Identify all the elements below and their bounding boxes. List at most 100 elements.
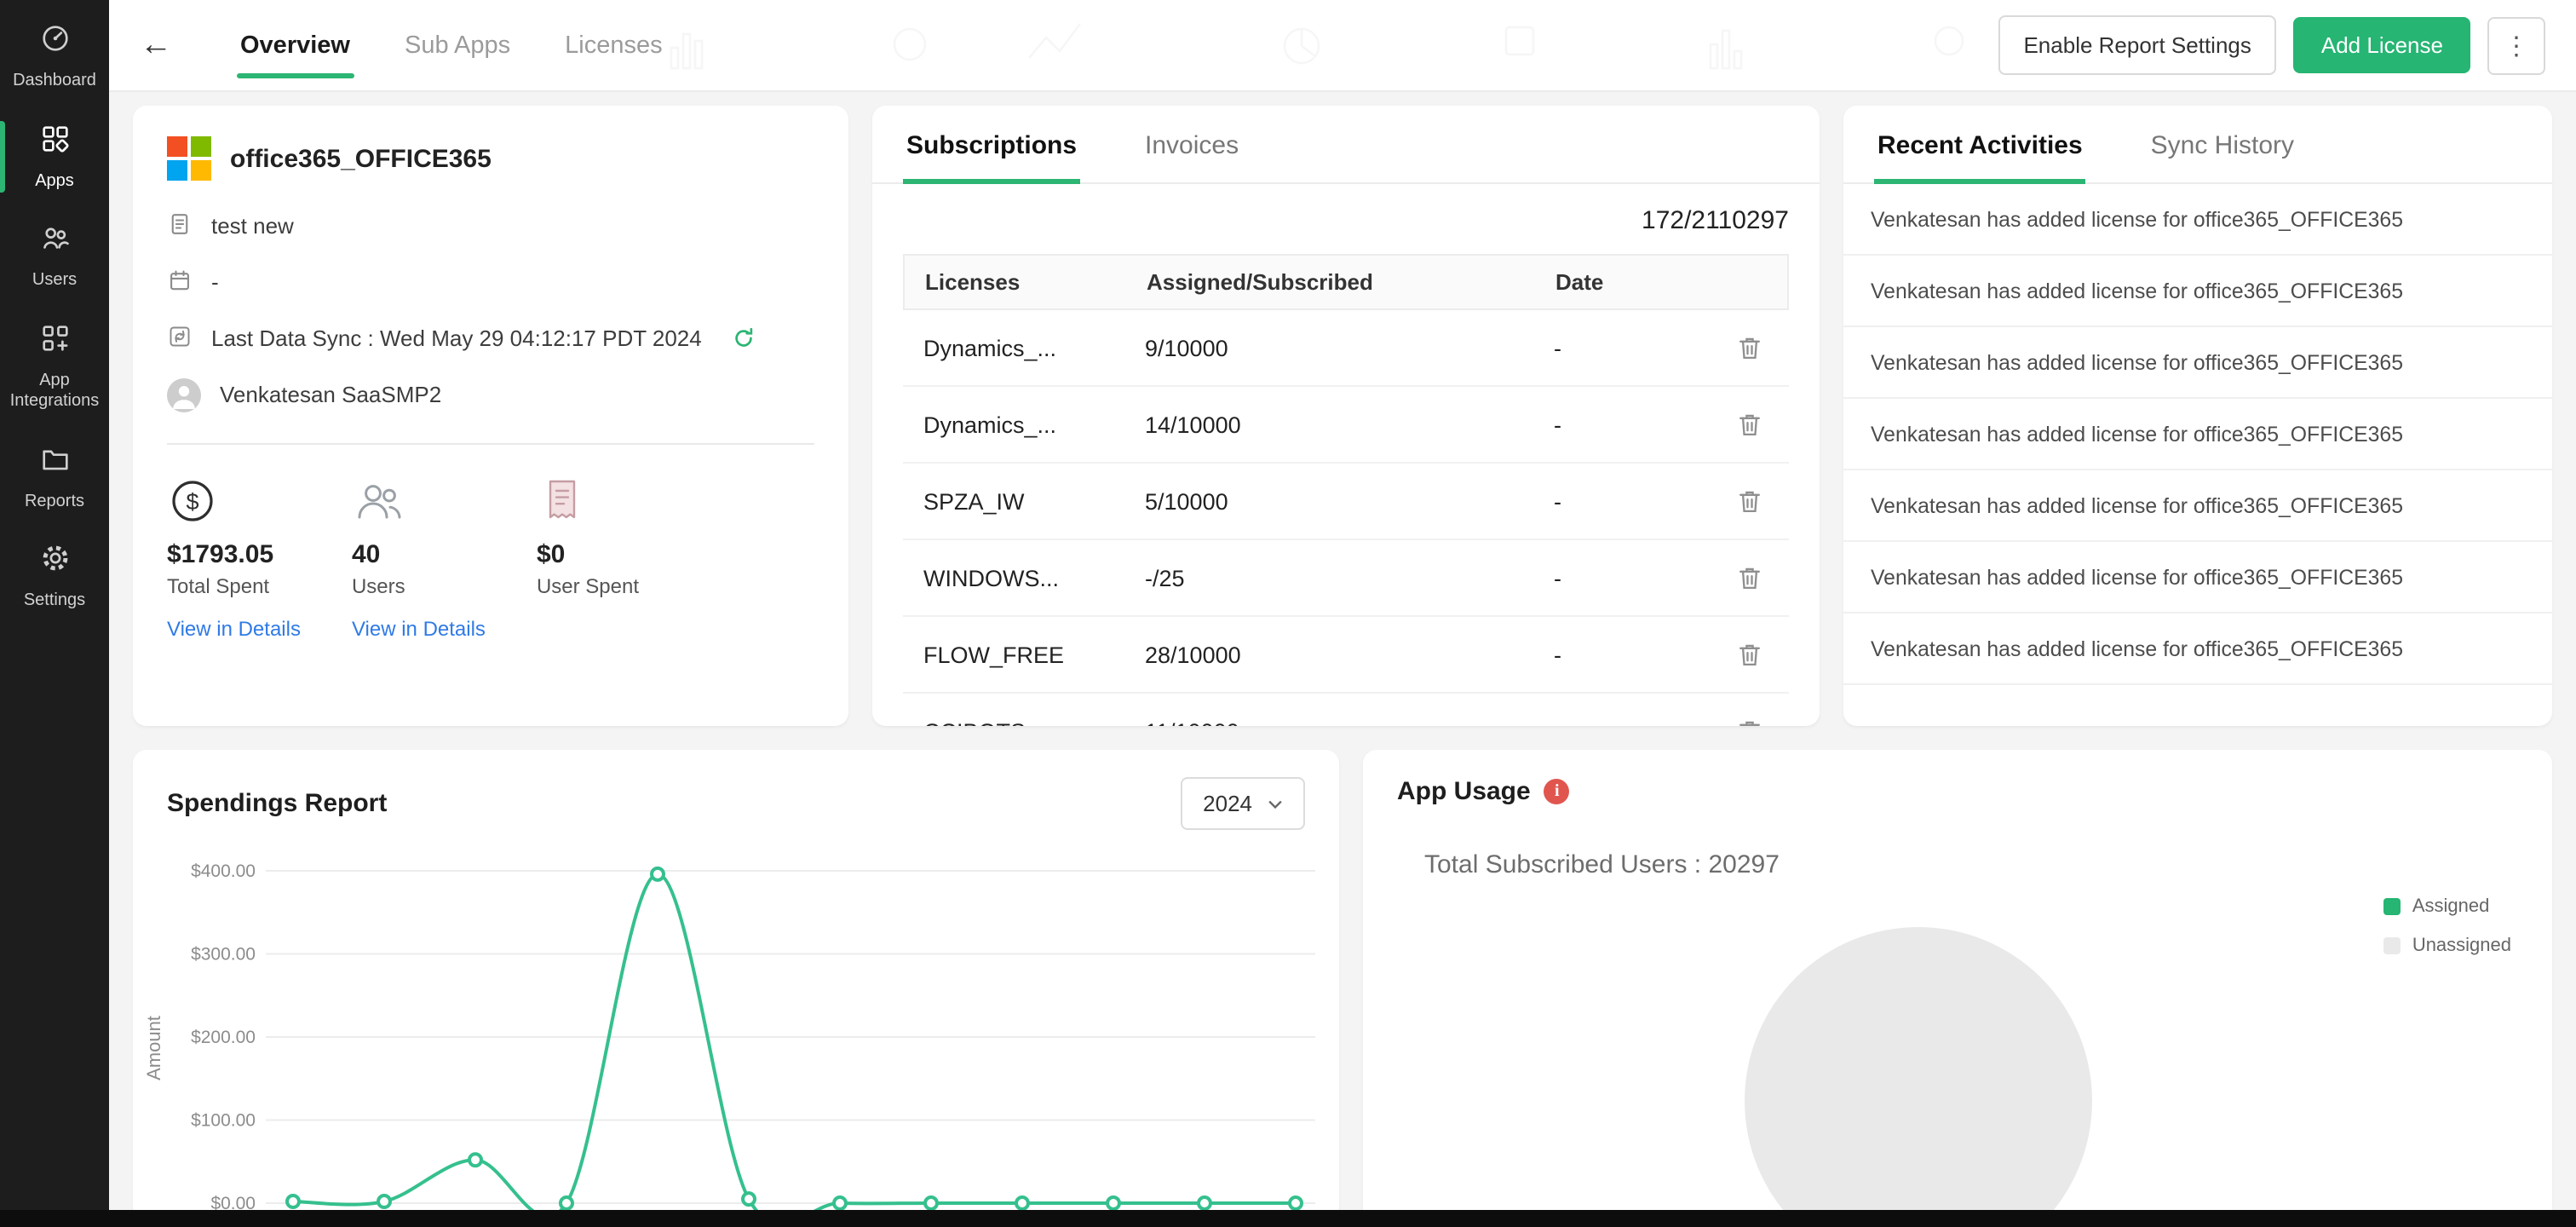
stat-users: 40 Users View in Details	[352, 469, 486, 641]
sidebar-item-app-integrations[interactable]: App Integrations	[0, 306, 109, 427]
delete-license-button[interactable]	[1731, 559, 1768, 596]
tab-invoices[interactable]: Invoices	[1141, 106, 1242, 182]
app-title: office365_OFFICE365	[230, 144, 492, 173]
activity-item: Venkatesan has added license for office3…	[1843, 399, 2552, 470]
y-tick-label: $0.00	[210, 1194, 256, 1213]
document-icon	[167, 210, 193, 241]
y-tick-label: $400.00	[191, 861, 256, 881]
tab-sync-history[interactable]: Sync History	[2148, 106, 2297, 182]
data-point[interactable]	[1197, 1195, 1212, 1211]
data-point[interactable]	[559, 1195, 574, 1211]
topbar-actions: Enable Report Settings Add License ⋮	[1998, 15, 2545, 75]
delete-license-button[interactable]	[1731, 406, 1768, 443]
view-in-details-link[interactable]: View in Details	[167, 617, 301, 641]
sidebar-item-reports[interactable]: Reports	[0, 427, 109, 527]
stat-user-spent: $0 User Spent	[537, 469, 639, 641]
apps-icon	[38, 122, 71, 163]
tab-overview[interactable]: Overview	[213, 0, 377, 90]
refresh-sync-icon[interactable]	[731, 325, 756, 351]
receipt-icon	[537, 469, 639, 527]
bottom-window-edge	[0, 1210, 2576, 1227]
sidebar-item-dashboard[interactable]: Dashboard	[0, 7, 109, 107]
add-license-button[interactable]: Add License	[2293, 17, 2470, 73]
delete-license-button[interactable]	[1731, 329, 1768, 366]
assigned-swatch	[2383, 898, 2401, 915]
license-name: SPZA_IW	[923, 488, 1025, 514]
sidebar-label: App Integrations	[9, 371, 100, 411]
bottom-row: Spendings Report 2024 $0.00 $100.00 $200.0…	[133, 750, 2552, 1227]
spendings-chart: $0.00 $100.00 $200.00 $300.00 $400.00 Amount	[143, 861, 1315, 1226]
sidebar-label: Reports	[24, 492, 84, 510]
y-tick-label: $100.00	[191, 1111, 256, 1131]
sidebar-label: Apps	[35, 171, 74, 190]
back-button[interactable]: ←	[140, 27, 172, 63]
sidebar-item-settings[interactable]: Settings	[0, 527, 109, 626]
spendings-line	[292, 872, 1296, 1226]
sidebar-label: Dashboard	[13, 72, 96, 90]
year-dropdown[interactable]: 2024	[1181, 777, 1305, 830]
date-value: -	[1554, 718, 1656, 726]
reports-icon	[38, 442, 71, 483]
divider	[167, 443, 814, 445]
tab-sub-apps[interactable]: Sub Apps	[377, 0, 538, 90]
owner-row: Venkatesan SaaSMP2	[167, 366, 814, 423]
stat-label: Total Spent	[167, 574, 270, 598]
delete-license-button[interactable]	[1731, 482, 1768, 520]
subscriptions-table-body: Dynamics_... 9/10000 - Dynamics_... 14/10000…	[903, 310, 1789, 726]
assigned-subscribed: 11/10000	[1145, 718, 1554, 726]
last-sync-text: Last Data Sync : Wed May 29 04:12:17 PDT…	[211, 325, 702, 351]
settings-icon	[38, 542, 71, 583]
sidebar-item-users[interactable]: Users	[0, 206, 109, 306]
app-usage-title: App Usage	[1397, 777, 1531, 806]
app-stats: $ $1793.05 Total Spent View in Details	[167, 469, 814, 641]
app-header: office365_OFFICE365	[167, 136, 814, 181]
data-point[interactable]	[832, 1195, 848, 1211]
more-options-button[interactable]: ⋮	[2487, 16, 2545, 74]
activities-list: Venkatesan has added license for office3…	[1843, 184, 2552, 685]
stat-value: $0	[536, 540, 566, 569]
subscription-row: CCIBOTS11/10000-	[903, 694, 1789, 726]
app-integrations-icon	[38, 321, 71, 362]
app-date-value: -	[211, 269, 219, 295]
data-point[interactable]	[377, 1194, 392, 1210]
users-icon	[38, 222, 71, 262]
assigned-subscribed: 5/10000	[1145, 488, 1228, 514]
data-point[interactable]	[1015, 1195, 1030, 1211]
tab-licenses[interactable]: Licenses	[538, 0, 689, 90]
activity-item: Venkatesan has added license for office3…	[1843, 614, 2552, 685]
activity-item: Venkatesan has added license for office3…	[1843, 470, 2552, 542]
delete-license-button[interactable]	[1731, 636, 1768, 673]
tab-recent-activities[interactable]: Recent Activities	[1874, 106, 2087, 184]
users-group-icon	[352, 469, 486, 527]
assigned-subscribed: 9/10000	[1145, 335, 1228, 360]
data-point[interactable]	[650, 866, 665, 882]
data-point[interactable]	[1288, 1195, 1303, 1211]
subscription-row: Dynamics_... 9/10000 -	[903, 310, 1789, 387]
recent-activities-card: Recent Activities Sync History Venkatesa…	[1843, 106, 2552, 726]
column-header-date: Date	[1555, 269, 1604, 295]
date-value: -	[1554, 642, 1561, 667]
data-point[interactable]	[923, 1195, 939, 1211]
trash-icon	[1739, 721, 1760, 726]
license-name: Dynamics_...	[923, 335, 1057, 360]
date-value: -	[1554, 565, 1561, 590]
data-point[interactable]	[741, 1191, 756, 1207]
content-area: office365_OFFICE365 test new	[109, 92, 2576, 1227]
app-usage-header: App Usage i	[1397, 777, 2518, 806]
subscription-row: Dynamics_... 14/10000 -	[903, 387, 1789, 464]
subscription-row: FLOW_FREE 28/10000 -	[903, 617, 1789, 694]
view-in-details-link[interactable]: View in Details	[351, 617, 486, 641]
data-point[interactable]	[285, 1194, 301, 1210]
spendings-report-card: Spendings Report 2024 $0.00 $100.00 $200.0…	[133, 750, 1339, 1227]
assigned-subscribed: 14/10000	[1145, 412, 1241, 437]
data-point[interactable]	[468, 1152, 483, 1168]
data-point[interactable]	[1106, 1195, 1121, 1211]
enable-report-settings-button[interactable]: Enable Report Settings	[1998, 15, 2277, 75]
licenses-table-header: Licenses Assigned/Subscribed Date	[903, 254, 1789, 310]
sidebar-item-apps[interactable]: Apps	[0, 107, 109, 206]
tab-subscriptions[interactable]: Subscriptions	[903, 106, 1081, 184]
license-name: Dynamics_...	[923, 412, 1057, 437]
delete-license-button[interactable]	[1731, 712, 1768, 726]
top-row: office365_OFFICE365 test new	[133, 106, 2552, 726]
info-icon[interactable]: i	[1544, 779, 1570, 804]
